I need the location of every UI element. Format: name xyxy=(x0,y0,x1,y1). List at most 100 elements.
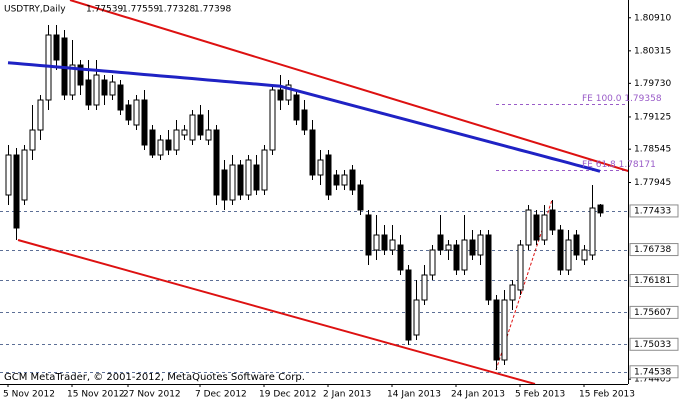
candle-body xyxy=(469,239,476,256)
candle-body xyxy=(373,234,380,251)
x-tick-label: 27 Nov 2012 xyxy=(123,390,181,400)
candle-body xyxy=(85,79,92,106)
candle-body xyxy=(477,234,484,256)
candle-body xyxy=(21,149,28,201)
candle-body xyxy=(317,159,324,176)
level-label-box xyxy=(629,274,679,287)
candle-body xyxy=(117,84,124,111)
candle-body xyxy=(189,114,196,141)
candle-body xyxy=(221,169,228,201)
fibo-level-label: FE 61.8 1.78171 xyxy=(582,160,656,170)
candle-body xyxy=(285,84,292,101)
level-label-box xyxy=(629,243,679,257)
candle-body xyxy=(573,234,580,256)
candle-body xyxy=(309,129,316,176)
x-tick-label: 5 Nov 2012 xyxy=(3,390,55,400)
close-value: 1.77398 xyxy=(194,5,231,15)
candle-body xyxy=(525,209,532,246)
candle-body xyxy=(37,99,44,131)
candle-body xyxy=(485,234,492,301)
candle-body xyxy=(69,64,76,96)
y-tick-label: 1.80315 xyxy=(634,46,671,56)
candle-body xyxy=(453,244,460,271)
candle-body xyxy=(421,274,428,301)
y-tick-label: 1.74405 xyxy=(634,375,671,385)
candle-body xyxy=(13,154,20,229)
level-label: 1.76181 xyxy=(634,276,671,286)
candle-body xyxy=(229,164,236,201)
level-label-box xyxy=(629,337,679,351)
candle-body xyxy=(101,79,108,96)
candle-body xyxy=(341,174,348,186)
candle-body xyxy=(53,34,60,61)
candle-body xyxy=(157,139,164,156)
candle-body xyxy=(437,234,444,251)
y-tick-label: 1.78545 xyxy=(634,145,671,155)
candle-body xyxy=(93,74,100,106)
candle-body xyxy=(493,299,500,361)
chart-title: USDTRY,Daily xyxy=(4,5,66,15)
trend-line xyxy=(69,0,628,172)
candle-body xyxy=(109,81,116,96)
candle-body xyxy=(533,214,540,241)
candle-body xyxy=(149,129,156,156)
candle-body xyxy=(517,244,524,291)
candle-body xyxy=(565,239,572,271)
level-label: 1.76738 xyxy=(634,245,671,255)
candle-body xyxy=(253,164,260,191)
level-label: 1.75607 xyxy=(634,308,671,318)
candle-body xyxy=(333,174,340,186)
high-value: 1.77559 xyxy=(122,5,159,15)
candle-body xyxy=(349,169,356,191)
x-tick-label: 19 Dec 2012 xyxy=(259,390,317,400)
candle-body xyxy=(205,129,212,141)
candle-body xyxy=(197,114,204,136)
x-tick-label: 5 Feb 2013 xyxy=(515,390,565,400)
candle-body xyxy=(261,149,268,191)
footer: GCM MetaTrader, © 2001-2012, MetaQuotes … xyxy=(4,372,305,383)
candle-body xyxy=(29,129,36,151)
candle-body xyxy=(269,89,276,151)
candle-body xyxy=(509,284,516,301)
candle-body xyxy=(557,229,564,271)
candle-body xyxy=(277,89,284,101)
level-label: 1.75033 xyxy=(634,340,671,350)
candle-body xyxy=(357,184,364,211)
candle-body xyxy=(405,269,412,341)
y-tick-label: 1.79730 xyxy=(634,79,671,89)
level-label-box xyxy=(629,204,679,218)
candle-body xyxy=(581,249,588,261)
candle-body xyxy=(301,109,308,131)
open-value: 1.77539 xyxy=(86,5,123,15)
candle-body xyxy=(549,209,556,231)
candle-body xyxy=(237,164,244,196)
axes: 1.80910 1.80315 1.79730 1.79125 1.78545 1.779… xyxy=(3,13,679,400)
candle-body xyxy=(293,94,300,121)
candle-body xyxy=(445,244,452,251)
level-label-box xyxy=(629,365,679,379)
x-tick-label: 15 Feb 2013 xyxy=(579,390,635,400)
candle-body xyxy=(597,204,604,214)
x-tick-label: 15 Nov 2012 xyxy=(67,390,125,400)
fibo-level-label: FE 100.0 1.79358 xyxy=(582,94,662,104)
candle-body xyxy=(125,104,132,121)
candle-body xyxy=(589,207,596,256)
candle-body xyxy=(461,239,468,271)
y-tick-label: 1.79125 xyxy=(634,112,671,122)
low-value: 1.77328 xyxy=(158,5,195,15)
candle-body xyxy=(501,299,508,361)
candle-body xyxy=(133,99,140,126)
level-label-box xyxy=(629,305,679,319)
candle-body xyxy=(429,249,436,276)
candle-body xyxy=(325,154,332,196)
y-tick-label: 1.77945 xyxy=(634,178,671,188)
candle-body xyxy=(173,129,180,151)
level-label: 1.77433 xyxy=(634,206,671,216)
candle-body xyxy=(165,139,172,151)
candle-body xyxy=(381,234,388,251)
y-tick-label: 1.80910 xyxy=(634,13,671,23)
candle-body xyxy=(181,129,188,136)
candle-body xyxy=(389,239,396,251)
x-tick-label: 14 Jan 2013 xyxy=(387,390,441,400)
